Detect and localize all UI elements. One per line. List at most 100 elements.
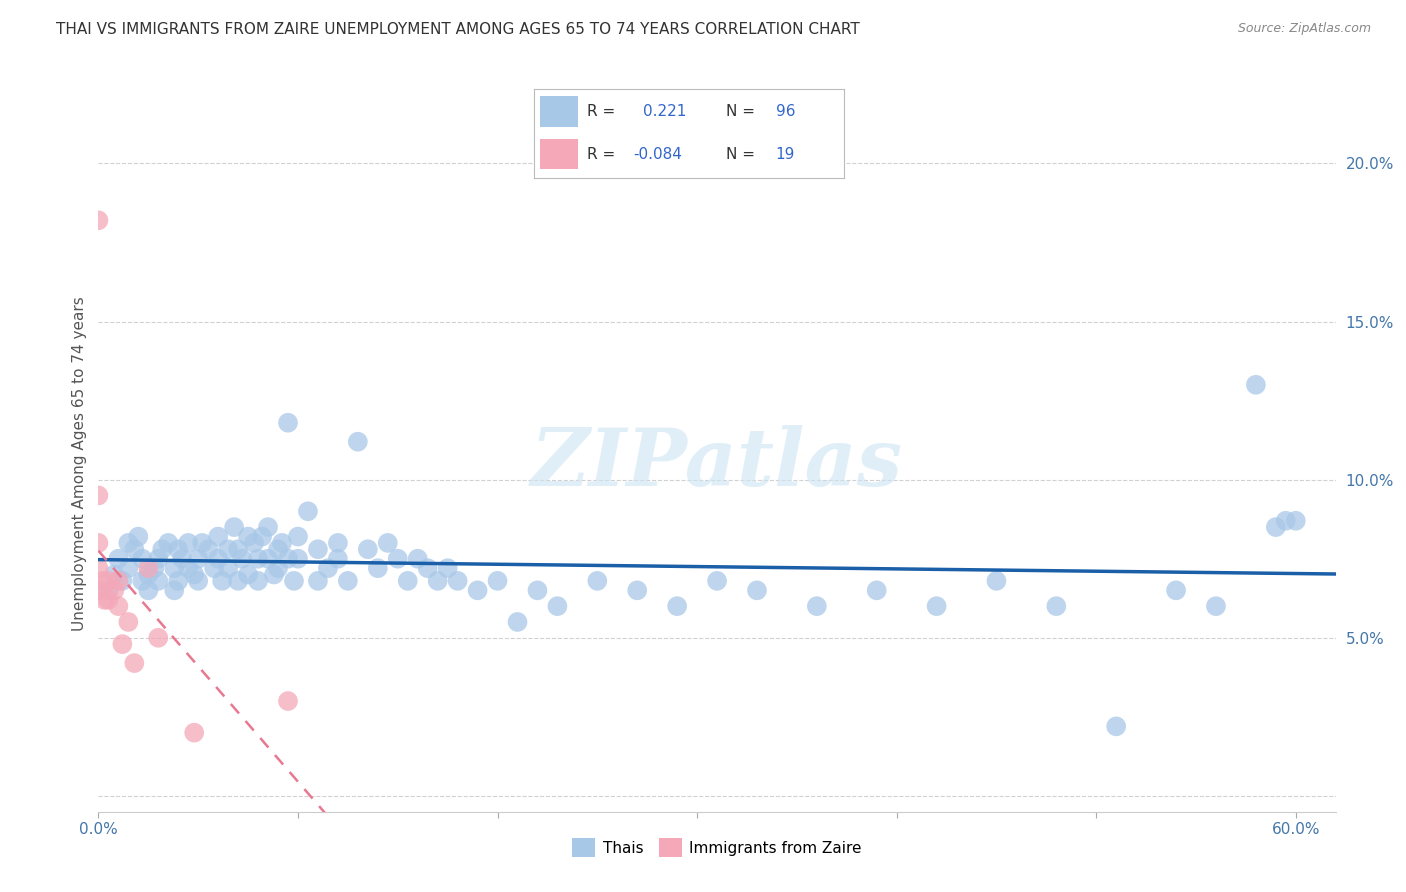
Point <box>586 574 609 588</box>
Y-axis label: Unemployment Among Ages 65 to 74 years: Unemployment Among Ages 65 to 74 years <box>72 296 87 632</box>
Point <box>97 592 120 607</box>
Point <box>1164 583 1187 598</box>
Point <box>172 551 194 566</box>
Point <box>197 542 219 557</box>
Point <box>207 551 229 566</box>
Point <box>148 631 170 645</box>
Point <box>103 583 125 598</box>
Point <box>287 551 309 566</box>
Point <box>986 574 1008 588</box>
Point <box>1105 719 1128 733</box>
Point <box>257 551 280 566</box>
Point <box>467 583 489 598</box>
Point <box>131 551 153 566</box>
Point <box>167 574 190 588</box>
Point <box>117 536 139 550</box>
Point <box>87 536 110 550</box>
Point <box>231 551 253 566</box>
Point <box>416 561 439 575</box>
Point <box>97 583 120 598</box>
Point <box>111 637 134 651</box>
Point <box>226 542 249 557</box>
Point <box>263 567 285 582</box>
Point <box>224 520 246 534</box>
Point <box>107 551 129 566</box>
Point <box>1285 514 1308 528</box>
Point <box>326 536 349 550</box>
Point <box>357 542 380 557</box>
Point <box>307 574 329 588</box>
Point <box>866 583 889 598</box>
Point <box>157 536 180 550</box>
Point <box>107 599 129 614</box>
Point <box>148 574 170 588</box>
Point <box>271 536 294 550</box>
Point <box>396 574 419 588</box>
Point <box>136 583 159 598</box>
Point <box>191 536 214 550</box>
Point <box>177 561 200 575</box>
Point <box>183 567 205 582</box>
Point <box>267 561 290 575</box>
Point <box>347 434 370 449</box>
Point <box>87 213 110 227</box>
Point <box>287 530 309 544</box>
Point <box>217 542 239 557</box>
Point <box>367 561 389 575</box>
Text: 96: 96 <box>776 104 794 119</box>
Point <box>202 561 225 575</box>
Point <box>1244 377 1267 392</box>
Point <box>277 551 299 566</box>
Point <box>236 530 259 544</box>
Point <box>546 599 568 614</box>
Point <box>426 574 449 588</box>
Point <box>1205 599 1227 614</box>
Point <box>111 574 134 588</box>
Text: 0.221: 0.221 <box>643 104 686 119</box>
Text: ZIPatlas: ZIPatlas <box>531 425 903 502</box>
Point <box>177 536 200 550</box>
Point <box>257 520 280 534</box>
Point <box>326 551 349 566</box>
Point <box>91 574 114 588</box>
Text: Source: ZipAtlas.com: Source: ZipAtlas.com <box>1237 22 1371 36</box>
Point <box>250 530 273 544</box>
Point <box>136 561 159 575</box>
Text: -0.084: -0.084 <box>633 147 682 161</box>
Point <box>217 561 239 575</box>
Point <box>506 615 529 629</box>
Point <box>243 536 266 550</box>
Point <box>93 592 115 607</box>
Point <box>387 551 409 566</box>
Point <box>236 567 259 582</box>
Point <box>107 574 129 588</box>
Point <box>446 574 468 588</box>
Point <box>136 567 159 582</box>
Point <box>163 561 186 575</box>
Text: 19: 19 <box>776 147 794 161</box>
Point <box>124 542 146 557</box>
Text: N =: N = <box>725 147 755 161</box>
Point <box>626 583 648 598</box>
Point <box>745 583 768 598</box>
Point <box>127 530 149 544</box>
Point <box>526 583 548 598</box>
Point <box>316 561 339 575</box>
Point <box>150 542 173 557</box>
Point <box>247 551 270 566</box>
Point <box>163 583 186 598</box>
Point <box>1045 599 1067 614</box>
Point <box>117 615 139 629</box>
Point <box>183 725 205 739</box>
Point <box>336 574 359 588</box>
Point <box>806 599 828 614</box>
Point <box>283 574 305 588</box>
Text: R =: R = <box>586 104 614 119</box>
Point <box>1275 514 1298 528</box>
Point <box>1264 520 1286 534</box>
Point <box>103 567 125 582</box>
Point <box>87 583 110 598</box>
Point <box>207 530 229 544</box>
Point <box>124 656 146 670</box>
Point <box>187 551 209 566</box>
